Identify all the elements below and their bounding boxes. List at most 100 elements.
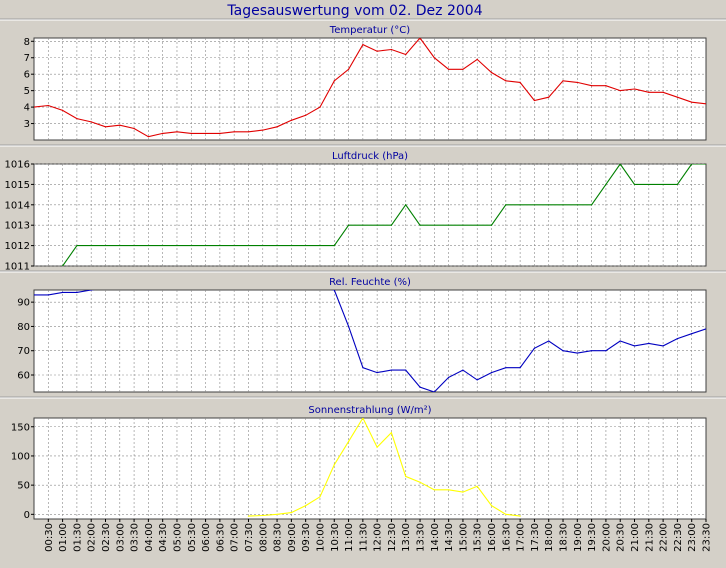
data-point <box>233 131 235 133</box>
y-tick-label: 60 <box>17 371 30 382</box>
x-tick-label: 14:00 <box>430 523 441 552</box>
x-tick-label: 07:30 <box>244 523 255 552</box>
chart-panel: Sonnenstrahlung (W/m²) 0 50 100 150 <box>0 396 726 521</box>
x-tick-label: 22:00 <box>659 523 670 552</box>
x-tick-label: 12:30 <box>387 523 398 552</box>
x-tick-label: 06:00 <box>201 523 212 552</box>
data-point <box>176 131 178 133</box>
data-point <box>205 132 207 134</box>
chart-title: Sonnenstrahlung (W/m²) <box>308 405 431 416</box>
x-tick-label: 23:00 <box>687 523 698 552</box>
data-point <box>462 369 464 371</box>
y-tick-label: 150 <box>11 422 30 433</box>
chart-panel: Temperatur (°C) 3 4 5 6 7 8 <box>0 18 726 141</box>
data-point <box>619 90 621 92</box>
chart-panels: Temperatur (°C) 3 4 5 6 7 8 Luftdruck (hPa) 1011… <box>0 18 726 521</box>
x-tick-label: 05:30 <box>187 523 198 552</box>
data-point <box>691 333 693 335</box>
data-point <box>333 464 335 466</box>
x-tick-label: 13:30 <box>416 523 427 552</box>
data-point <box>376 446 378 448</box>
x-tick-label: 20:00 <box>601 523 612 552</box>
data-point <box>705 103 706 105</box>
data-point <box>648 342 650 344</box>
data-point <box>119 124 121 126</box>
data-point <box>390 48 392 51</box>
x-tick-label: 17:30 <box>530 523 541 552</box>
x-tick-label: 18:00 <box>544 523 555 552</box>
data-point <box>633 345 636 347</box>
data-point <box>433 57 435 59</box>
y-tick-label: 4 <box>24 103 30 114</box>
y-tick-label: 1014 <box>5 200 30 211</box>
data-point <box>619 340 621 342</box>
data-point <box>348 325 350 327</box>
x-tick-label: 20:30 <box>616 523 627 552</box>
x-tick-label: 04:00 <box>144 523 155 552</box>
data-point <box>290 119 292 121</box>
data-point <box>419 224 421 226</box>
data-point <box>262 514 264 517</box>
data-point <box>691 164 693 165</box>
y-tick-label: 70 <box>17 346 30 357</box>
data-point <box>548 340 550 342</box>
data-point <box>376 372 378 374</box>
data-point <box>348 68 350 70</box>
data-point <box>490 372 493 374</box>
data-point <box>362 367 364 369</box>
x-tick-label: 21:00 <box>630 523 641 552</box>
x-tick-label: 09:00 <box>287 523 298 552</box>
data-point <box>62 265 64 266</box>
data-point <box>505 80 507 82</box>
data-point <box>476 379 478 381</box>
data-point <box>562 350 564 352</box>
plot-area <box>33 163 707 267</box>
data-point <box>419 481 421 483</box>
data-point <box>433 489 435 491</box>
data-point <box>262 129 264 131</box>
x-tick-label: 13:00 <box>401 523 412 552</box>
data-point <box>405 204 407 206</box>
data-point <box>247 131 250 133</box>
data-point <box>490 505 493 507</box>
x-tick-label: 16:00 <box>487 523 498 552</box>
data-point <box>648 91 650 93</box>
data-point <box>333 290 335 291</box>
x-axis-tick-labels: 00:30 01:00 01:30 02:00 02:30 03:00 03:30 04:00… <box>44 519 713 552</box>
data-point <box>319 106 321 108</box>
x-tick-label: 03:00 <box>115 523 126 552</box>
data-point <box>533 347 536 349</box>
data-point <box>433 391 435 392</box>
data-point <box>419 386 421 388</box>
x-tick-label: 14:30 <box>444 523 455 552</box>
x-tick-label: 11:00 <box>344 523 355 552</box>
data-point <box>348 224 350 226</box>
data-point <box>476 58 478 61</box>
data-point <box>76 118 78 120</box>
data-point <box>305 505 307 507</box>
data-point <box>33 276 34 277</box>
data-point <box>276 513 278 515</box>
data-point <box>348 440 350 442</box>
data-point <box>133 127 135 130</box>
series-line <box>34 290 706 392</box>
data-point <box>76 245 78 247</box>
y-tick-label: 5 <box>24 86 30 97</box>
data-point <box>605 183 607 185</box>
data-point <box>405 369 407 371</box>
data-point <box>448 376 450 378</box>
data-point <box>247 515 250 517</box>
y-tick-label: 8 <box>24 37 30 48</box>
data-point <box>576 352 578 354</box>
data-point <box>591 204 593 206</box>
data-point <box>476 485 478 487</box>
data-point <box>662 345 664 347</box>
data-point <box>591 85 593 87</box>
y-tick-label: 50 <box>17 481 30 492</box>
data-point <box>319 496 321 498</box>
data-point <box>276 126 278 128</box>
data-point <box>162 132 164 134</box>
data-point <box>362 44 364 46</box>
data-point <box>333 80 335 82</box>
